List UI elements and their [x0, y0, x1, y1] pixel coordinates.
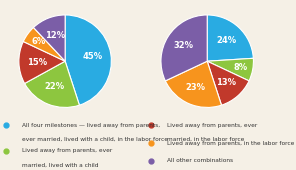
- Text: Lived away from parents, ever: Lived away from parents, ever: [22, 148, 112, 153]
- Text: All four milestones — lived away from parents,: All four milestones — lived away from pa…: [22, 123, 160, 128]
- Wedge shape: [33, 15, 65, 61]
- Text: 24%: 24%: [217, 36, 237, 45]
- Wedge shape: [65, 15, 111, 105]
- Wedge shape: [25, 61, 79, 107]
- Wedge shape: [19, 41, 65, 83]
- Wedge shape: [207, 15, 253, 61]
- Text: 45%: 45%: [83, 52, 103, 61]
- Wedge shape: [207, 61, 249, 105]
- Text: Lived away from parents, ever: Lived away from parents, ever: [167, 123, 258, 128]
- Text: married, lived with a child: married, lived with a child: [22, 162, 99, 167]
- Text: 6%: 6%: [31, 37, 45, 46]
- Text: 22%: 22%: [45, 82, 65, 91]
- Wedge shape: [161, 15, 207, 81]
- Title: 1975: 1975: [49, 0, 81, 3]
- Text: 12%: 12%: [45, 31, 65, 40]
- Text: 32%: 32%: [173, 41, 193, 50]
- Text: 13%: 13%: [216, 78, 236, 87]
- Wedge shape: [165, 61, 221, 107]
- Wedge shape: [23, 28, 65, 61]
- Text: 8%: 8%: [234, 63, 248, 72]
- Text: All other combinations: All other combinations: [167, 158, 233, 163]
- Text: Lived away from parents, in the labor force: Lived away from parents, in the labor fo…: [167, 141, 295, 146]
- Text: married, in the labor force: married, in the labor force: [167, 137, 244, 142]
- Wedge shape: [207, 58, 253, 81]
- Text: 15%: 15%: [27, 58, 47, 67]
- Title: 2016: 2016: [191, 0, 223, 3]
- Text: 23%: 23%: [186, 83, 206, 92]
- Text: ever married, lived with a child, in the labor force: ever married, lived with a child, in the…: [22, 137, 168, 142]
